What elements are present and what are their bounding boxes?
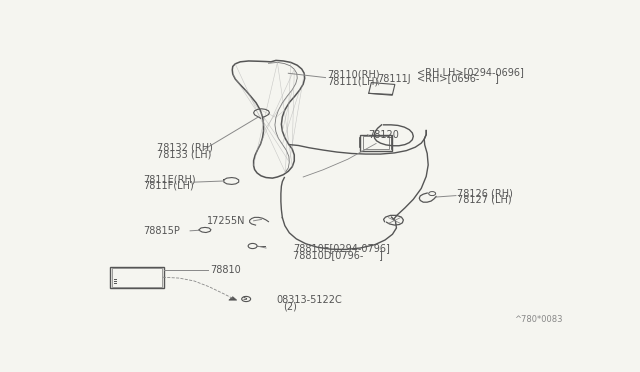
Text: <RH>[0696-     ]: <RH>[0696- ] <box>417 73 499 83</box>
Text: S: S <box>243 296 248 301</box>
Text: 78127 (LH): 78127 (LH) <box>457 195 511 205</box>
Text: 78810: 78810 <box>210 265 241 275</box>
Text: 7811E(RH): 7811E(RH) <box>143 174 196 184</box>
Text: 78120: 78120 <box>369 130 399 140</box>
Text: 78133 (LH): 78133 (LH) <box>157 149 211 159</box>
Text: 08313-5122C: 08313-5122C <box>276 295 342 305</box>
Bar <box>110 267 164 288</box>
Text: ^780*0083: ^780*0083 <box>514 315 563 324</box>
Text: <RH,LH>[0294-0696]: <RH,LH>[0294-0696] <box>417 67 524 77</box>
Text: 78110(RH): 78110(RH) <box>327 70 380 80</box>
Text: 78815P: 78815P <box>143 226 180 236</box>
Polygon shape <box>229 297 237 300</box>
Text: 78111J: 78111J <box>378 74 412 84</box>
Bar <box>363 136 389 150</box>
Text: 78810D[0796-     ]: 78810D[0796- ] <box>293 250 383 260</box>
Bar <box>112 268 162 287</box>
Text: 78126 (RH): 78126 (RH) <box>457 189 513 199</box>
Text: 7811F(LH): 7811F(LH) <box>143 180 194 190</box>
Text: 78132 (RH): 78132 (RH) <box>157 143 212 153</box>
Text: (2): (2) <box>284 302 297 312</box>
Text: 78111(LH): 78111(LH) <box>327 76 378 86</box>
Bar <box>360 135 392 151</box>
Bar <box>369 83 395 95</box>
Text: 17255N: 17255N <box>207 216 245 226</box>
Text: 78810F[0294-0796]: 78810F[0294-0796] <box>293 244 390 254</box>
